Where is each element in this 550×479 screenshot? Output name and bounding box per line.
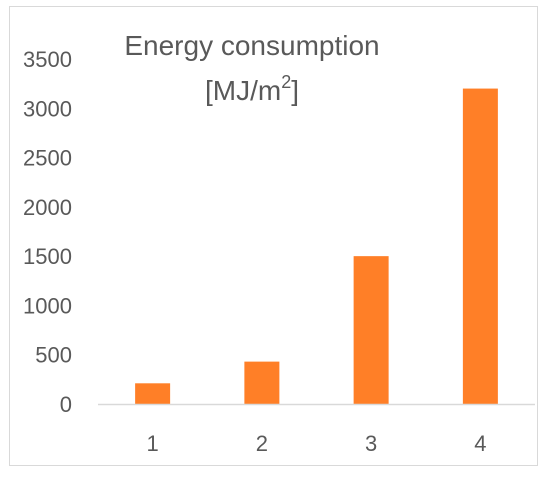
x-tick-label: 3	[365, 431, 377, 456]
bars	[135, 88, 498, 405]
chart-title-unit-base: [MJ/m	[205, 75, 281, 106]
y-tick-label: 2000	[23, 195, 72, 220]
x-tick-label: 4	[474, 431, 486, 456]
y-tick-label: 0	[60, 392, 72, 417]
chart-title-unit-close: ]	[291, 75, 299, 106]
x-axis-ticks: 1 2 3 4	[147, 431, 487, 456]
y-tick-label: 3500	[23, 47, 72, 72]
bar	[244, 361, 280, 404]
y-tick-label: 1500	[23, 244, 72, 269]
x-tick-label: 1	[147, 431, 159, 456]
chart-title-unit: [MJ/m2]	[205, 72, 299, 106]
y-tick-label: 500	[35, 343, 72, 368]
y-tick-label: 2500	[23, 146, 72, 171]
chart-title-unit-sup: 2	[281, 72, 291, 92]
chart-title: Energy consumption	[124, 30, 379, 61]
y-tick-label: 1000	[23, 293, 72, 318]
bar	[135, 383, 171, 404]
y-axis-ticks: 0 500 1000 1500 2000 2500 3000 3500	[23, 47, 72, 417]
bar	[462, 88, 498, 405]
bar	[353, 256, 389, 404]
x-tick-label: 2	[256, 431, 268, 456]
y-tick-label: 3000	[23, 96, 72, 121]
